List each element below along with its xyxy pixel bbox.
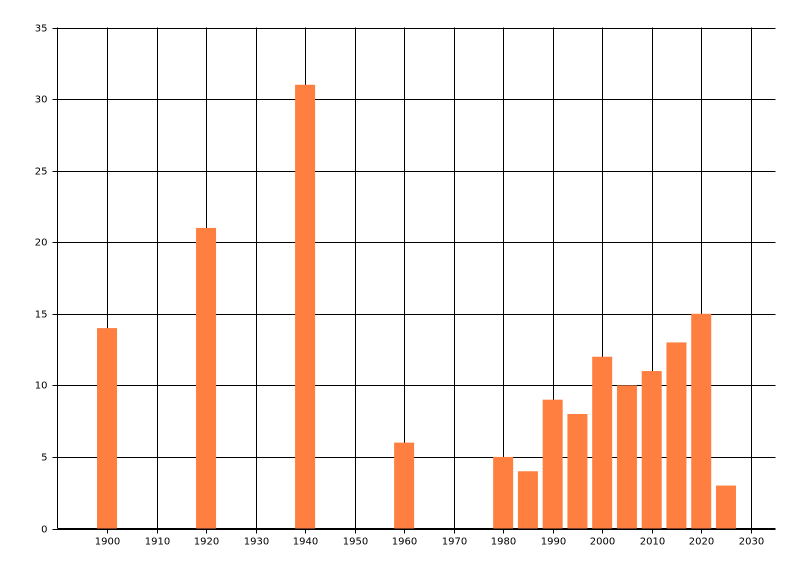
bar <box>394 442 415 529</box>
bar <box>517 471 538 529</box>
bar <box>616 385 637 529</box>
bar <box>691 313 712 529</box>
y-tick-label: 30 <box>35 95 48 106</box>
bar <box>97 328 118 529</box>
x-tick-label: 1940 <box>293 537 318 548</box>
bar <box>196 227 217 529</box>
y-tick-label: 35 <box>35 24 48 35</box>
bar <box>493 456 514 529</box>
y-tick-label: 20 <box>35 238 48 249</box>
x-tick-label: 1960 <box>392 537 417 548</box>
x-tick-label: 2000 <box>590 537 615 548</box>
bar <box>666 342 687 529</box>
y-tick-label: 5 <box>41 453 47 464</box>
bar <box>715 485 736 529</box>
x-tick-label: 1900 <box>95 537 120 548</box>
x-tick-label: 1910 <box>145 537 170 548</box>
bar <box>542 399 563 529</box>
x-tick-label: 1990 <box>541 537 566 548</box>
x-tick-label: 2030 <box>739 537 764 548</box>
y-tick-label: 15 <box>35 310 48 321</box>
bar <box>592 356 613 529</box>
bar <box>567 413 588 529</box>
y-tick-label: 10 <box>35 381 48 392</box>
x-tick-label: 2020 <box>689 537 714 548</box>
x-tick-label: 1980 <box>491 537 516 548</box>
bar <box>641 371 662 529</box>
y-tick-label: 25 <box>35 167 48 178</box>
x-tick-label: 1920 <box>194 537 219 548</box>
x-tick-label: 1930 <box>244 537 269 548</box>
y-tick-label: 0 <box>41 525 47 536</box>
bar <box>295 84 316 529</box>
x-tick-label: 1970 <box>442 537 467 548</box>
x-tick-label: 1950 <box>343 537 368 548</box>
x-tick-label: 2010 <box>640 537 665 548</box>
